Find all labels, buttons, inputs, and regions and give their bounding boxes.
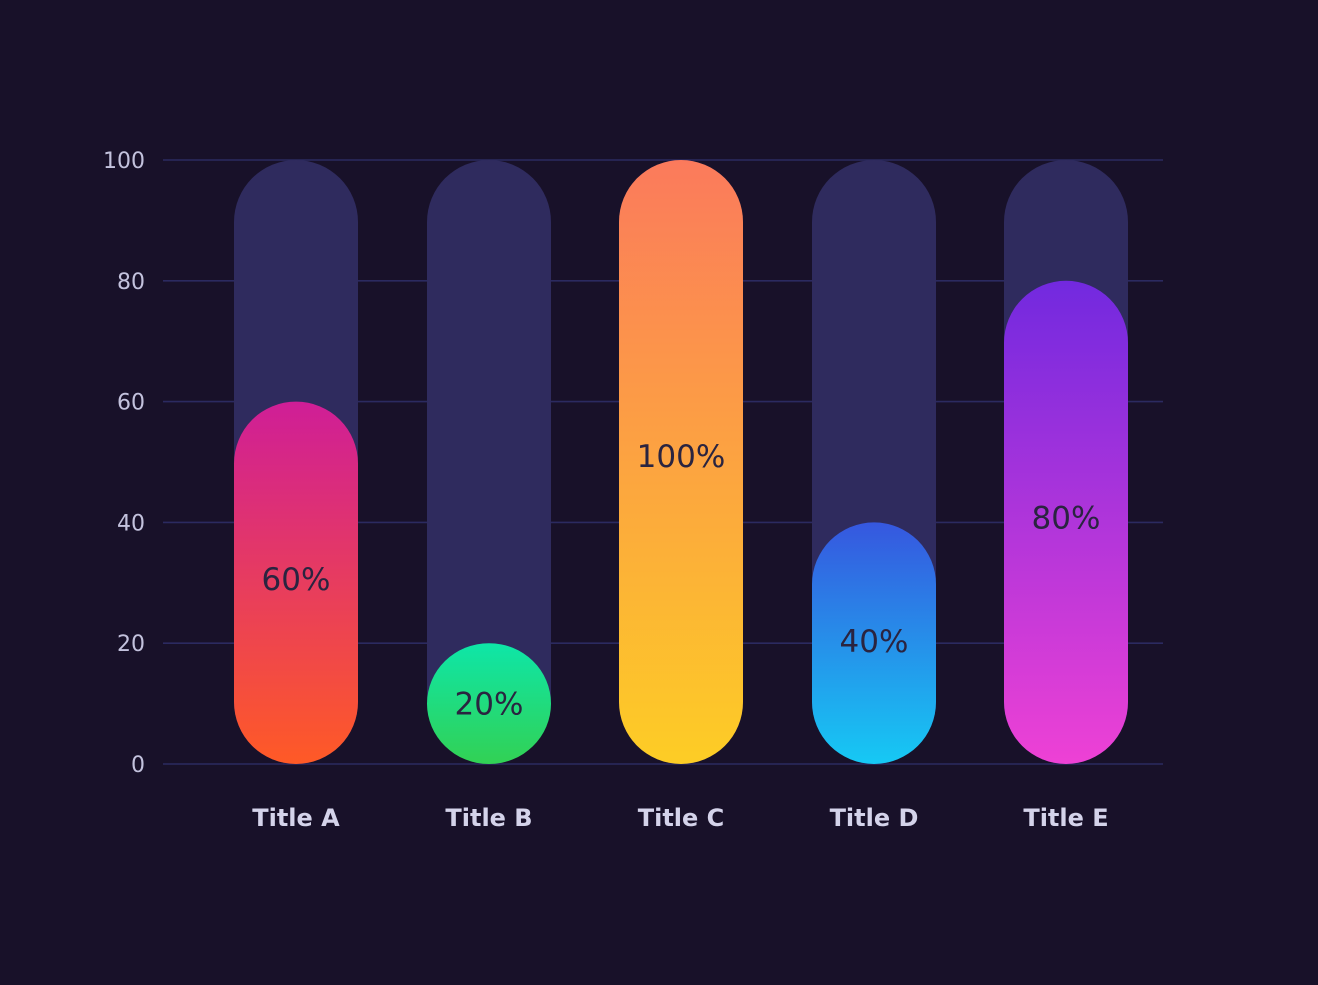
bar-group: 60%	[234, 160, 358, 764]
y-tick-label: 40	[117, 511, 145, 536]
y-tick-label: 80	[117, 270, 145, 295]
y-tick-label: 100	[103, 149, 145, 174]
data-label: 40%	[840, 624, 909, 660]
category-label: Title E	[1023, 804, 1108, 832]
category-label: Title D	[830, 804, 919, 832]
data-label: 100%	[637, 439, 726, 475]
y-axis-ticks: 0 20 40 60 80 100	[103, 149, 145, 778]
data-label: 20%	[455, 687, 524, 723]
x-axis-labels: Title A Title B Title C Title D Title E	[252, 804, 1108, 832]
bar-group: 20%	[427, 160, 551, 764]
y-tick-label: 0	[131, 753, 145, 778]
data-label: 80%	[1032, 501, 1101, 537]
bar	[427, 643, 551, 764]
category-label: Title B	[445, 804, 532, 832]
bar	[1004, 280, 1128, 764]
bar	[812, 522, 936, 764]
data-label: 60%	[262, 562, 331, 598]
bar	[619, 160, 743, 764]
bar-group: 40%	[812, 160, 936, 764]
bar-group: 100%	[619, 160, 743, 764]
y-tick-label: 60	[117, 391, 145, 416]
bar-track	[427, 160, 551, 764]
bar	[234, 401, 358, 764]
y-tick-label: 20	[117, 632, 145, 657]
category-label: Title A	[252, 804, 340, 832]
bars: 60% 20% 100% 40% 80%	[234, 160, 1128, 764]
bar-group: 80%	[1004, 160, 1128, 764]
category-label: Title C	[638, 804, 725, 832]
